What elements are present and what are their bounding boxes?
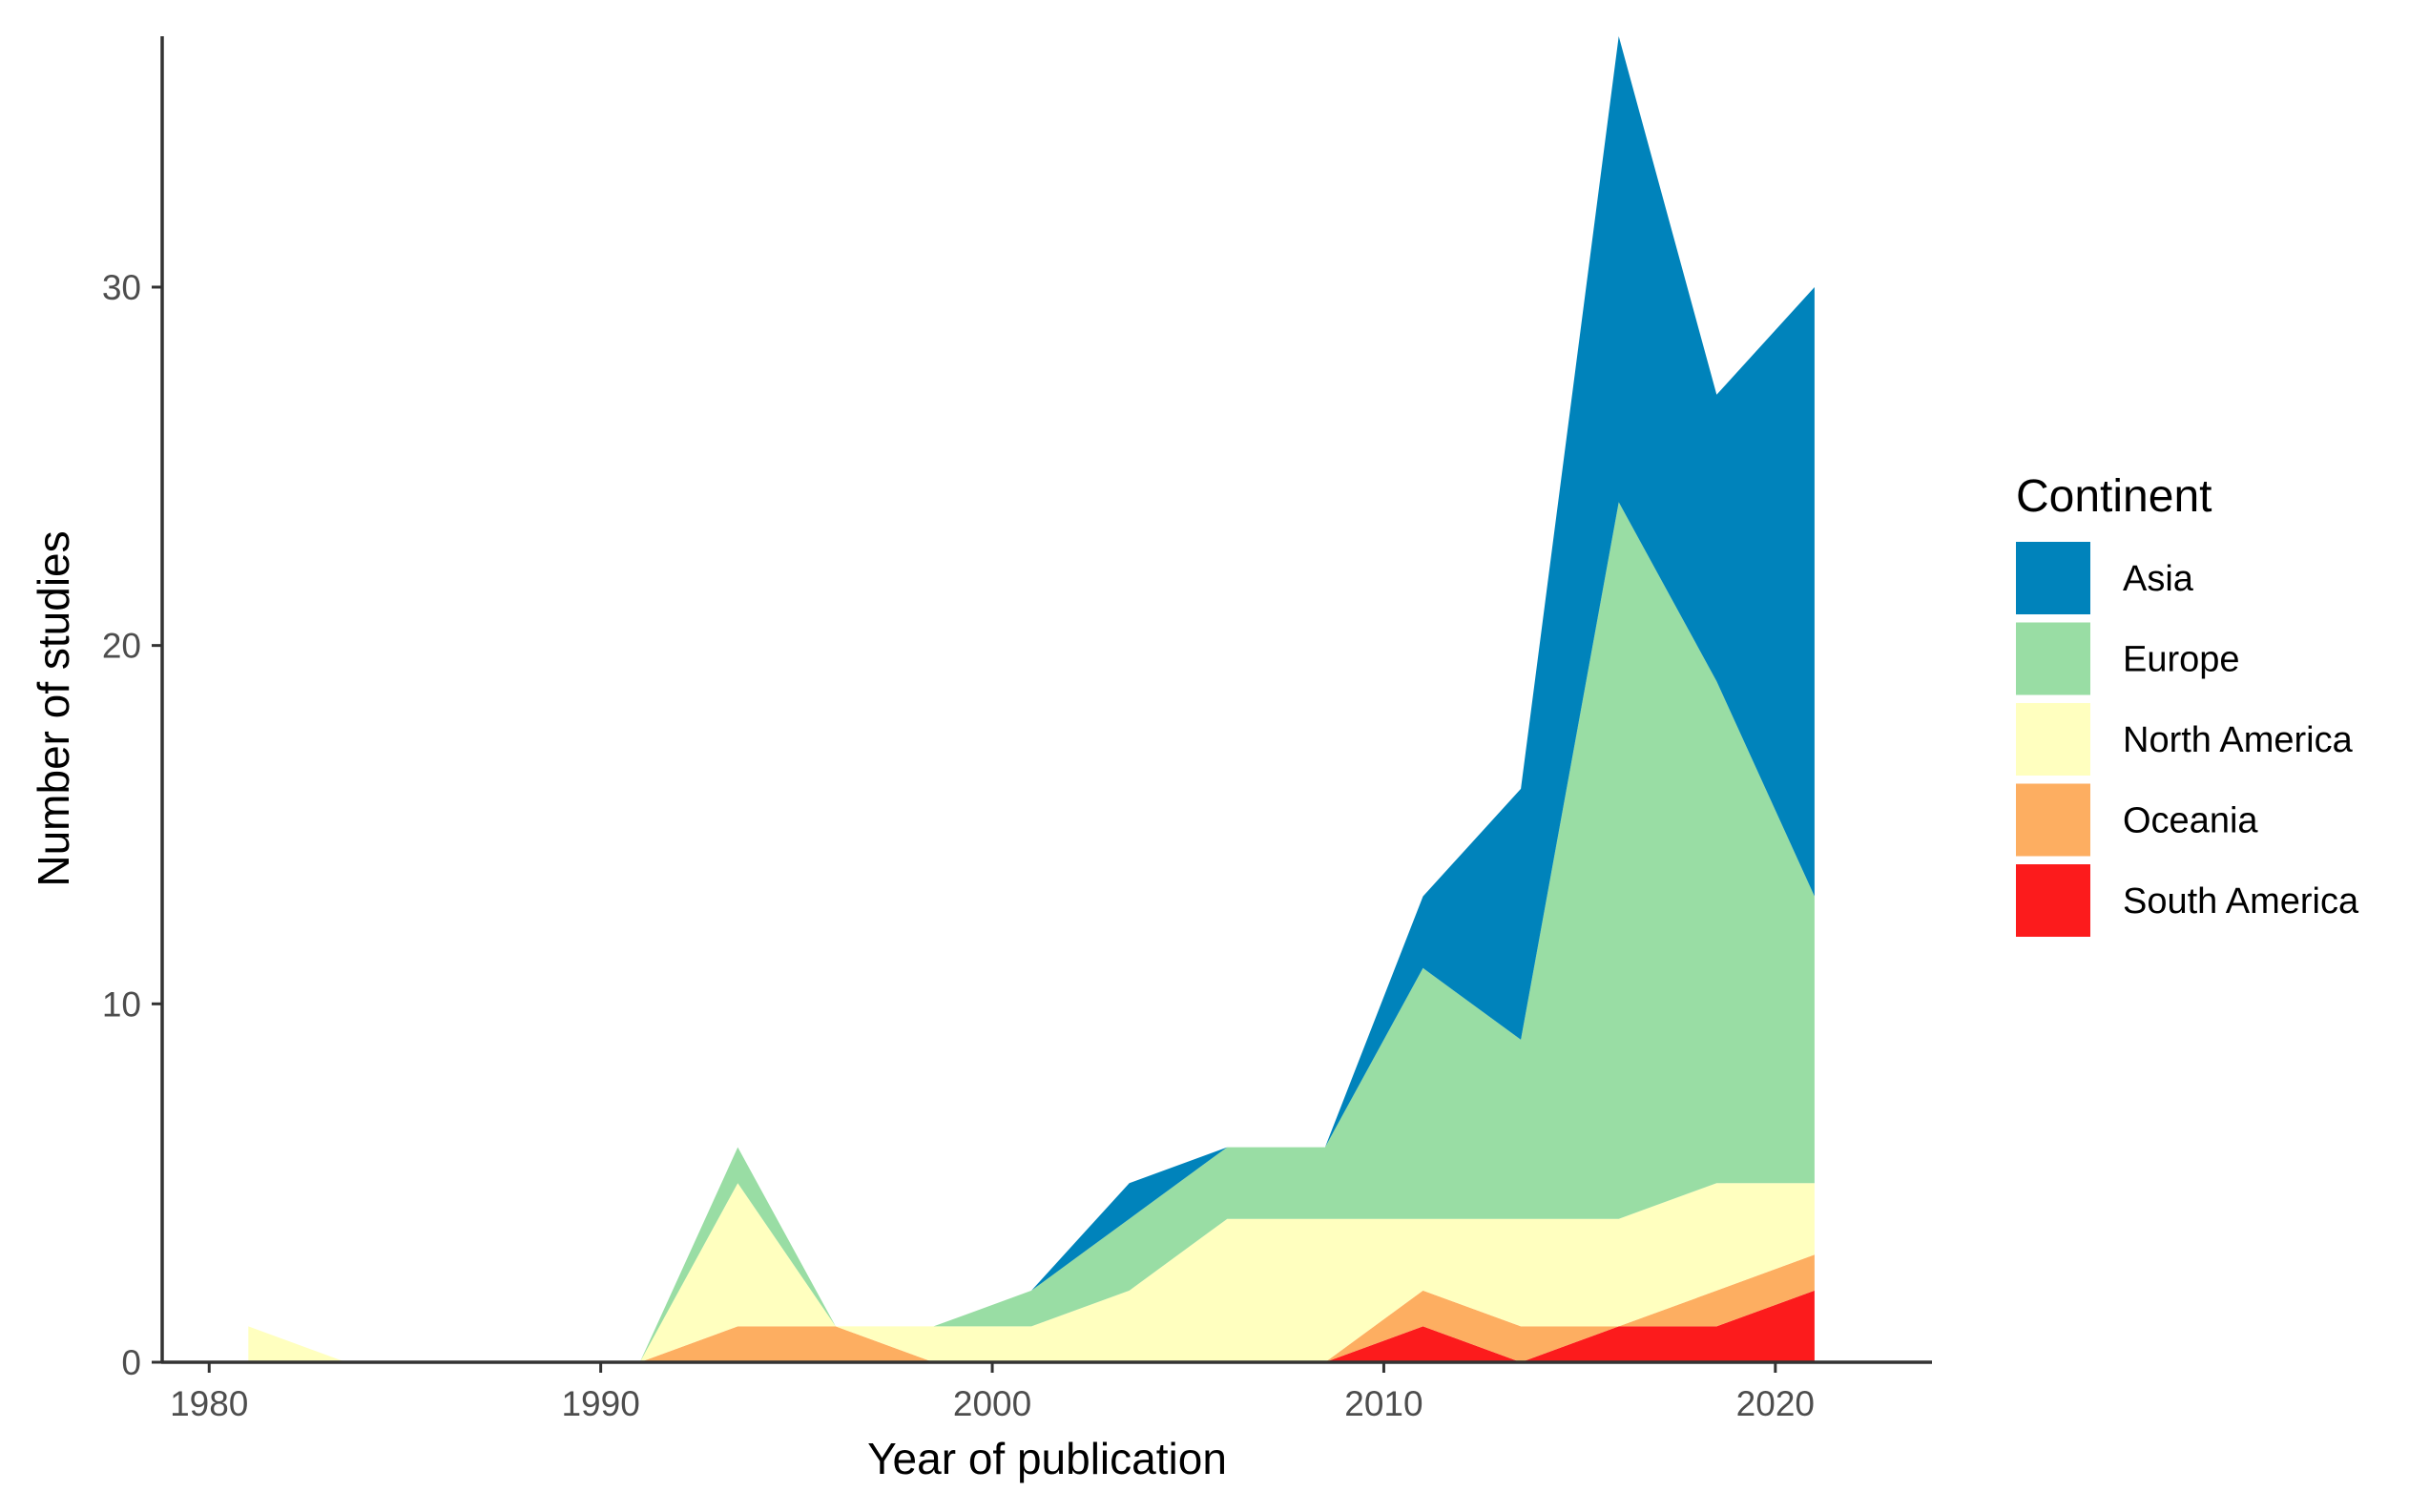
y-tick-label: 0 (121, 1343, 141, 1382)
area-south-america (248, 1290, 1815, 1362)
area-layers (248, 36, 1815, 1362)
legend-label-asia: Asia (2123, 559, 2194, 599)
legend-label-oceania: Oceania (2123, 801, 2258, 841)
x-tick-label: 2010 (1344, 1384, 1423, 1423)
area-europe (248, 502, 1815, 1362)
legend-title: Continent (2016, 471, 2212, 522)
legend: Continent Asia Europe North America Oceania… (2016, 471, 2359, 937)
legend-label-north-america: North America (2123, 720, 2354, 760)
legend-label-europe: Europe (2123, 640, 2240, 680)
legend-label-south-america: South America (2123, 881, 2359, 922)
x-axis-title: Year of publication (867, 1434, 1227, 1483)
y-axis-title: Number of studies (29, 530, 78, 886)
legend-swatch-south-america (2016, 864, 2090, 937)
legend-swatch-oceania (2016, 783, 2090, 857)
legend-swatch-asia (2016, 542, 2090, 614)
legend-items: Asia Europe North America Oceania South Amer… (2016, 542, 2359, 937)
x-tick-label: 1990 (561, 1384, 639, 1423)
y-tick-label: 10 (102, 984, 141, 1024)
x-tick-label: 2000 (953, 1384, 1031, 1423)
y-tick-label: 20 (102, 627, 141, 666)
y-tick-label: 30 (102, 268, 141, 307)
tick-labels: 1980 1990 2000 2010 2020 0 10 20 30 (102, 268, 1815, 1423)
legend-swatch-north-america (2016, 703, 2090, 776)
x-tick-label: 1980 (170, 1384, 248, 1423)
legend-swatch-europe (2016, 622, 2090, 695)
axes (160, 36, 1932, 1364)
area-north-america (248, 1183, 1815, 1362)
x-tick-label: 2020 (1736, 1384, 1815, 1423)
